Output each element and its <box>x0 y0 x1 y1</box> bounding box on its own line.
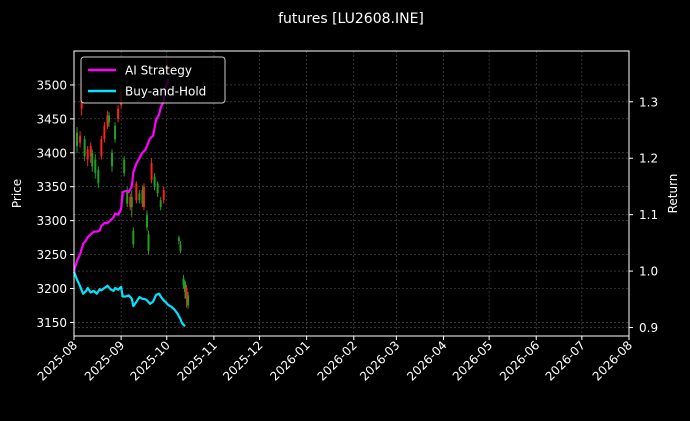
candle-body <box>184 281 186 292</box>
candle-body <box>138 193 141 201</box>
candle-body <box>177 237 180 241</box>
candle-body <box>141 190 144 204</box>
candle-body <box>107 115 110 123</box>
y-axis-right: 0.9 1.0 1.1 1.2 1.3 <box>629 95 658 335</box>
chart-title: futures [LU2608.INE] <box>278 11 424 27</box>
y-tick-label: 3450 <box>36 112 67 126</box>
candle-body <box>159 200 162 208</box>
candle-body <box>79 135 82 143</box>
grid <box>73 51 630 336</box>
candle-body <box>100 139 103 157</box>
candle-body <box>97 169 100 184</box>
candle-body <box>182 278 185 286</box>
candle-body <box>135 183 138 201</box>
legend-label-ai-strategy: AI Strategy <box>125 64 192 78</box>
y-tick-label: 3200 <box>36 282 67 296</box>
plot-frame <box>73 50 630 337</box>
candle-body <box>106 115 109 126</box>
y2-tick-label: 0.9 <box>639 321 658 335</box>
candle-body <box>162 190 165 201</box>
candle-body <box>185 288 188 299</box>
series-line-ai-strategy <box>72 78 170 272</box>
candle-body <box>89 146 92 157</box>
candle-body <box>103 125 106 140</box>
candle-body <box>179 244 182 252</box>
y-axis-title: Price <box>10 179 24 208</box>
candle-body <box>150 162 153 180</box>
candle-body <box>132 230 135 245</box>
legend: AI Strategy Buy-and-Hold <box>80 56 226 104</box>
y-tick-label: 3350 <box>36 180 67 194</box>
candle-body <box>153 176 156 187</box>
candle-body <box>123 159 126 174</box>
y2-tick-label: 1.1 <box>639 208 658 222</box>
candle-body <box>94 159 97 174</box>
candle-body <box>114 125 117 140</box>
series-line-buy-and-hold <box>72 271 186 328</box>
y-tick-label: 3300 <box>36 214 67 228</box>
legend-box <box>80 56 226 104</box>
candle-body <box>145 215 148 228</box>
candle-body <box>86 149 89 160</box>
y-tick-label: 3150 <box>36 316 67 330</box>
y2-tick-label: 1.3 <box>639 95 658 109</box>
candle-body <box>156 183 159 194</box>
y-tick-label: 3250 <box>36 248 67 262</box>
y2-tick-label: 1.2 <box>639 152 658 166</box>
legend-label-buy-and-hold: Buy-and-Hold <box>125 85 206 99</box>
candle-body <box>126 190 129 204</box>
candle-body <box>130 196 133 208</box>
candle-body <box>117 108 120 119</box>
y-tick-label: 3500 <box>36 78 67 92</box>
candle-body <box>129 196 132 208</box>
y-tick-label: 3400 <box>36 146 67 160</box>
y2-tick-label: 1.0 <box>639 265 658 279</box>
series-lines <box>72 78 186 328</box>
candle-body <box>111 152 114 167</box>
candle-body <box>142 186 145 208</box>
candle-body <box>83 139 86 157</box>
candle-body <box>187 295 190 306</box>
candle-body <box>147 234 150 252</box>
y-axis-left: 3150 3200 3250 3300 3350 3400 3450 3500 <box>36 78 74 330</box>
candle-body <box>76 132 79 146</box>
candle-body <box>91 152 94 167</box>
y2-axis-title: Return <box>666 174 680 214</box>
